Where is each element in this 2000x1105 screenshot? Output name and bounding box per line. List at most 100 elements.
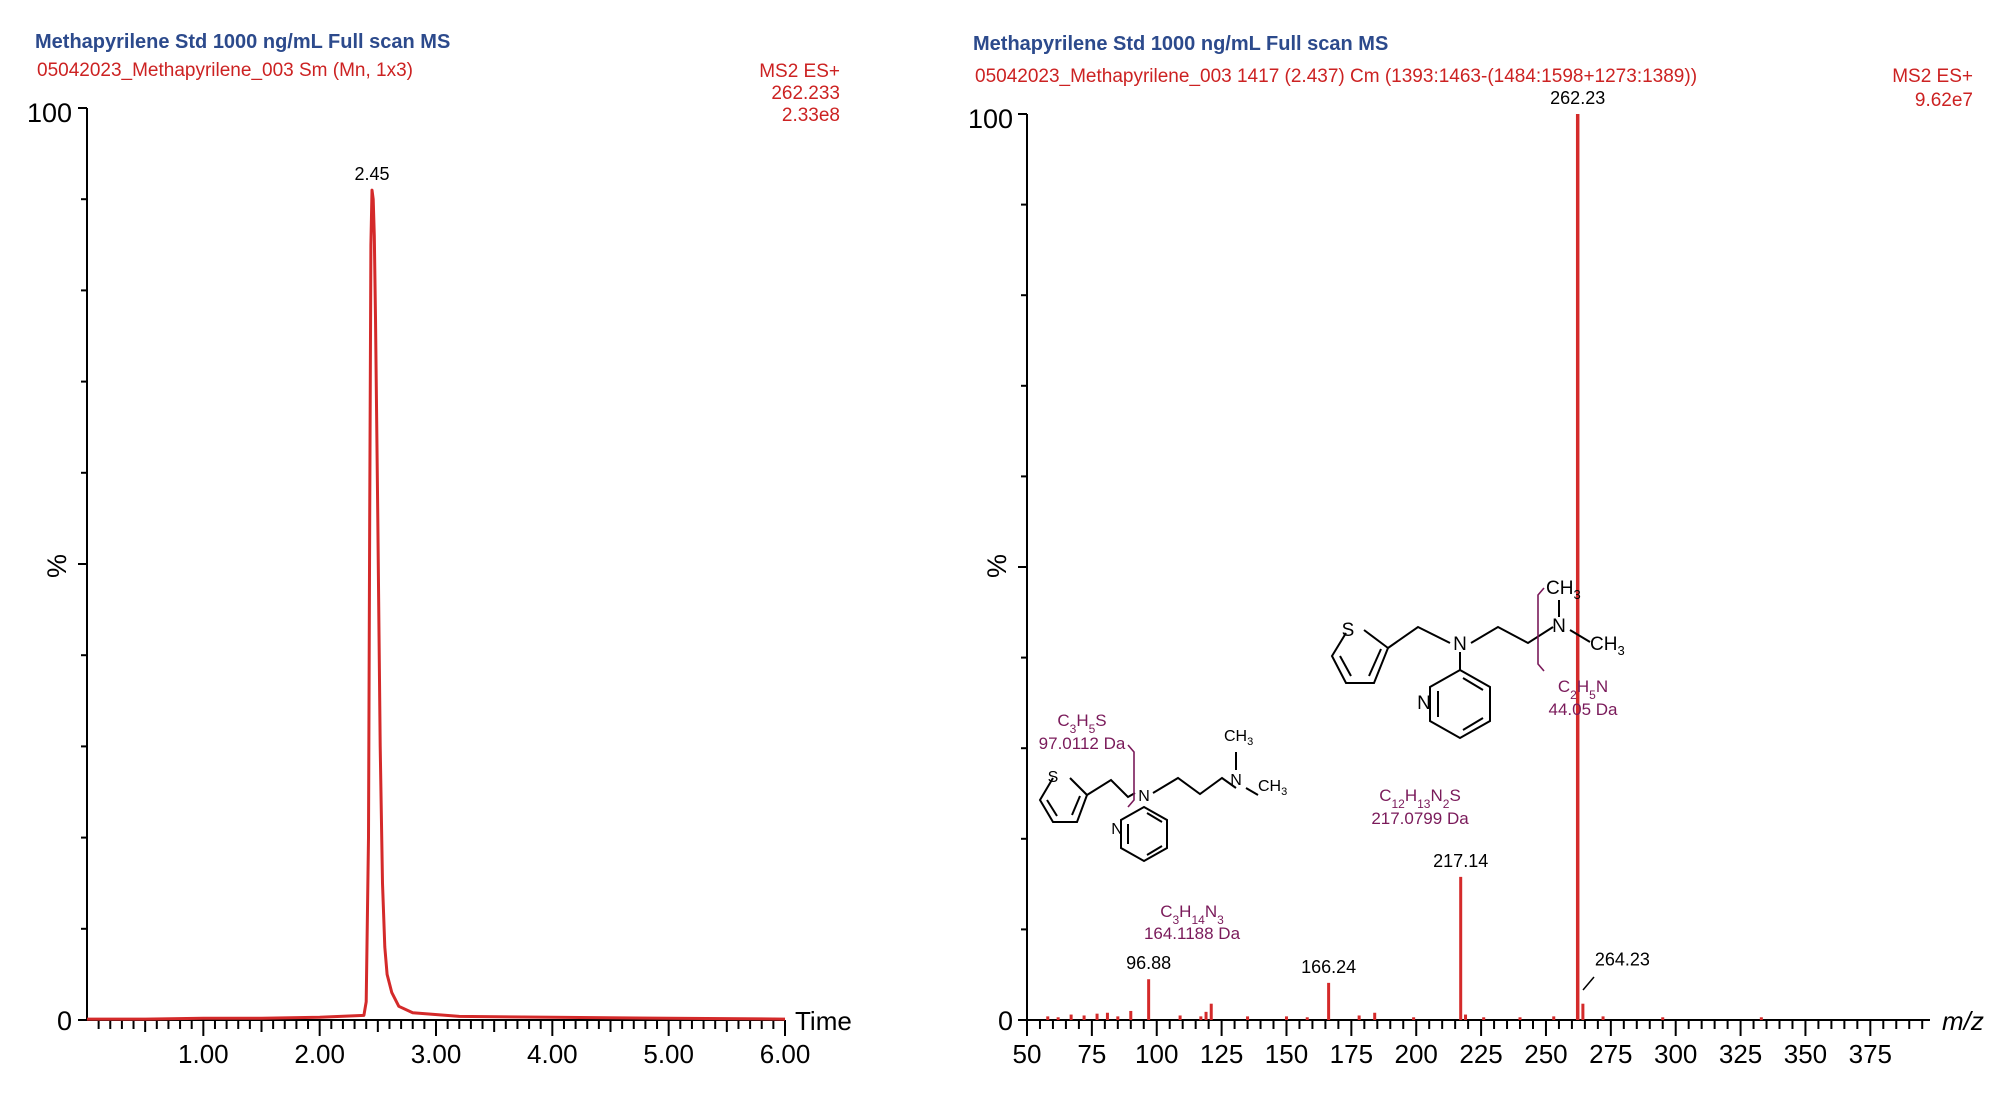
chromatogram-y-label: %: [42, 554, 72, 578]
thiophene-inner-bond-2: [1071, 795, 1081, 816]
chromatogram-subtitle: 05042023_Methapyrilene_003 Sm (Mn, 1x3): [37, 60, 413, 81]
spectrum-xtick-label: 350: [1784, 1039, 1827, 1069]
spectrum-y-label: %: [982, 554, 1012, 578]
thiophene-inner-1-large: [1339, 655, 1352, 677]
fragment-c2h5n-formula: C2H5N: [1558, 677, 1608, 702]
spectrum-peak-label: 217.14: [1433, 851, 1488, 871]
chromatogram-xtick-label: 4.00: [527, 1039, 578, 1069]
chain-bonds-small-2: [1152, 776, 1237, 796]
methyl-top-large: CH3: [1546, 578, 1581, 602]
pyridine-inner-2-large: [1462, 717, 1484, 731]
spectrum-xtick-label: 175: [1330, 1039, 1373, 1069]
chromatogram-trace: [87, 188, 786, 1021]
dimethyl-n-atom-small: N: [1230, 772, 1242, 789]
spectrum-y-minor-ticks: [1018, 113, 1027, 1021]
spectrum-peak-label: 262.23: [1550, 88, 1605, 108]
thiophene-s-bond: [1069, 777, 1088, 796]
amine-n-atom-large: N: [1453, 634, 1467, 655]
spectrum-peak-label: 264.23: [1595, 950, 1650, 970]
thiophene-ring-bonds-large: [1330, 632, 1389, 684]
fragment-c2h5n-mass: 44.05 Da: [1549, 700, 1619, 719]
chain-bonds-small: [1086, 778, 1136, 799]
spectrum-xtick-label: 250: [1524, 1039, 1567, 1069]
chromatogram-y-minor-ticks: [78, 107, 87, 1021]
spectrum-ytick-100: 100: [968, 104, 1013, 134]
amine-n-atom-small: N: [1138, 788, 1150, 805]
chromatogram-ytick-100: 100: [27, 98, 72, 128]
spectrum-peak-label: 96.88: [1126, 953, 1171, 973]
n-methyl-right-small: [1245, 787, 1259, 796]
chromatogram-info-line-1: MS2 ES+: [759, 61, 840, 82]
thiophene-inner-2-large: [1368, 648, 1382, 677]
fragment-c8h14n3-mass: 164.1188 Da: [1144, 924, 1241, 943]
chain-bonds-large-2: [1470, 625, 1554, 645]
spectrum-x-tick-labels: 50 75 100 125 150 175 200 225 250 275 30…: [1013, 1039, 1892, 1069]
fragment-c3h5s-formula: C3H5S: [1057, 711, 1106, 736]
methyl-top-small: CH3: [1224, 728, 1253, 748]
dimethyl-n-atom-large: N: [1552, 616, 1566, 637]
peak-264-leader-line: [1582, 976, 1595, 991]
spectrum-ytick-0: 0: [998, 1006, 1013, 1036]
spectrum-x-minor-ticks: [1026, 1020, 1924, 1036]
fragment-c8h14n3-formula: C3H14N3: [1160, 902, 1224, 927]
pyridine-inner-3-large: [1462, 677, 1484, 691]
chromatogram-xtick-label: 1.00: [178, 1039, 229, 1069]
fragment-c12h13n2s-formula: C12H13N2S: [1379, 786, 1461, 811]
spectrum-peak-label: 166.24: [1301, 957, 1356, 977]
chromatogram-xtick-label: 6.00: [760, 1039, 811, 1069]
chromatogram-x-minor-ticks: [97, 1020, 786, 1036]
spectrum-panel: Methapyrilene Std 1000 ng/mL Full scan M…: [968, 33, 1984, 1069]
fragment-c3h5s-mass: 97.0112 Da: [1039, 734, 1126, 753]
thiophene-ring-bonds: [1038, 777, 1088, 823]
spectrum-xtick-label: 225: [1459, 1039, 1502, 1069]
spectrum-xtick-label: 325: [1719, 1039, 1762, 1069]
chromatogram-info-line-2: 262.233: [771, 83, 840, 104]
spectrum-xtick-label: 300: [1654, 1039, 1697, 1069]
spectrum-info-line-2: 9.62e7: [1915, 90, 1973, 111]
pyridine-ring-large: [1429, 668, 1491, 740]
spectrum-title: Methapyrilene Std 1000 ng/mL Full scan M…: [973, 33, 1388, 55]
pyridine-n-atom-small: N: [1111, 821, 1123, 838]
methapyrilene-structure-small: [1038, 744, 1259, 863]
cleavage-bracket-c2h5n: [1537, 587, 1545, 672]
methapyrilene-structure-large: [1330, 587, 1591, 740]
pyridine-ring-small: [1120, 805, 1168, 863]
fragment-c12h13n2s-mass: 217.0799 Da: [1371, 809, 1469, 828]
spectrum-peaks: [1046, 114, 1763, 1020]
chromatogram-x-label: Time: [795, 1006, 852, 1036]
chromatogram-x-tick-labels: 1.00 2.00 3.00 4.00 5.00 6.00: [178, 1039, 810, 1069]
n-methyl-right-large: [1569, 629, 1591, 643]
chromatogram-xtick-label: 2.00: [294, 1039, 345, 1069]
sulfur-atom-small: S: [1048, 769, 1059, 786]
chromatogram-panel: Methapyrilene Std 1000 ng/mL Full scan M…: [27, 31, 852, 1069]
spectrum-xtick-label: 200: [1395, 1039, 1438, 1069]
pyridine-inner-3-small: [1146, 812, 1163, 823]
chromatogram-title: Methapyrilene Std 1000 ng/mL Full scan M…: [35, 31, 450, 53]
spectrum-xtick-label: 50: [1013, 1039, 1042, 1069]
spectrum-subtitle: 05042023_Methapyrilene_003 1417 (2.437) …: [975, 66, 1697, 87]
thiophene-inner-bond-1: [1046, 799, 1058, 817]
spectrum-peak-labels: 96.88 166.24 217.14 262.23 264.23: [1126, 88, 1650, 977]
spectrum-xtick-label: 125: [1200, 1039, 1243, 1069]
pyridine-inner-2-small: [1146, 845, 1163, 856]
chromatogram-ytick-0: 0: [57, 1006, 72, 1036]
pyridine-n-atom-large: N: [1417, 693, 1431, 714]
spectrum-x-label: m/z: [1942, 1006, 1984, 1036]
spectrum-xtick-label: 75: [1077, 1039, 1106, 1069]
spectrum-xtick-label: 150: [1265, 1039, 1308, 1069]
chromatogram-peak-label: 2.45: [354, 164, 389, 184]
chromatogram-info-line-3: 2.33e8: [782, 105, 840, 126]
spectrum-xtick-label: 375: [1849, 1039, 1892, 1069]
methyl-right-small: CH3: [1258, 778, 1287, 798]
spectrum-info-line-1: MS2 ES+: [1892, 66, 1973, 87]
chromatogram-xtick-label: 3.00: [411, 1039, 462, 1069]
thiophene-s-bond-large: [1363, 629, 1389, 649]
sulfur-atom-large: S: [1342, 620, 1355, 641]
spectrum-xtick-label: 275: [1589, 1039, 1632, 1069]
spectrum-xtick-label: 100: [1135, 1039, 1178, 1069]
methyl-right-large: CH3: [1590, 634, 1625, 658]
cleavage-bracket-c3h5s: [1127, 744, 1135, 808]
chromatogram-xtick-label: 5.00: [643, 1039, 694, 1069]
chain-bonds-large: [1387, 625, 1451, 649]
